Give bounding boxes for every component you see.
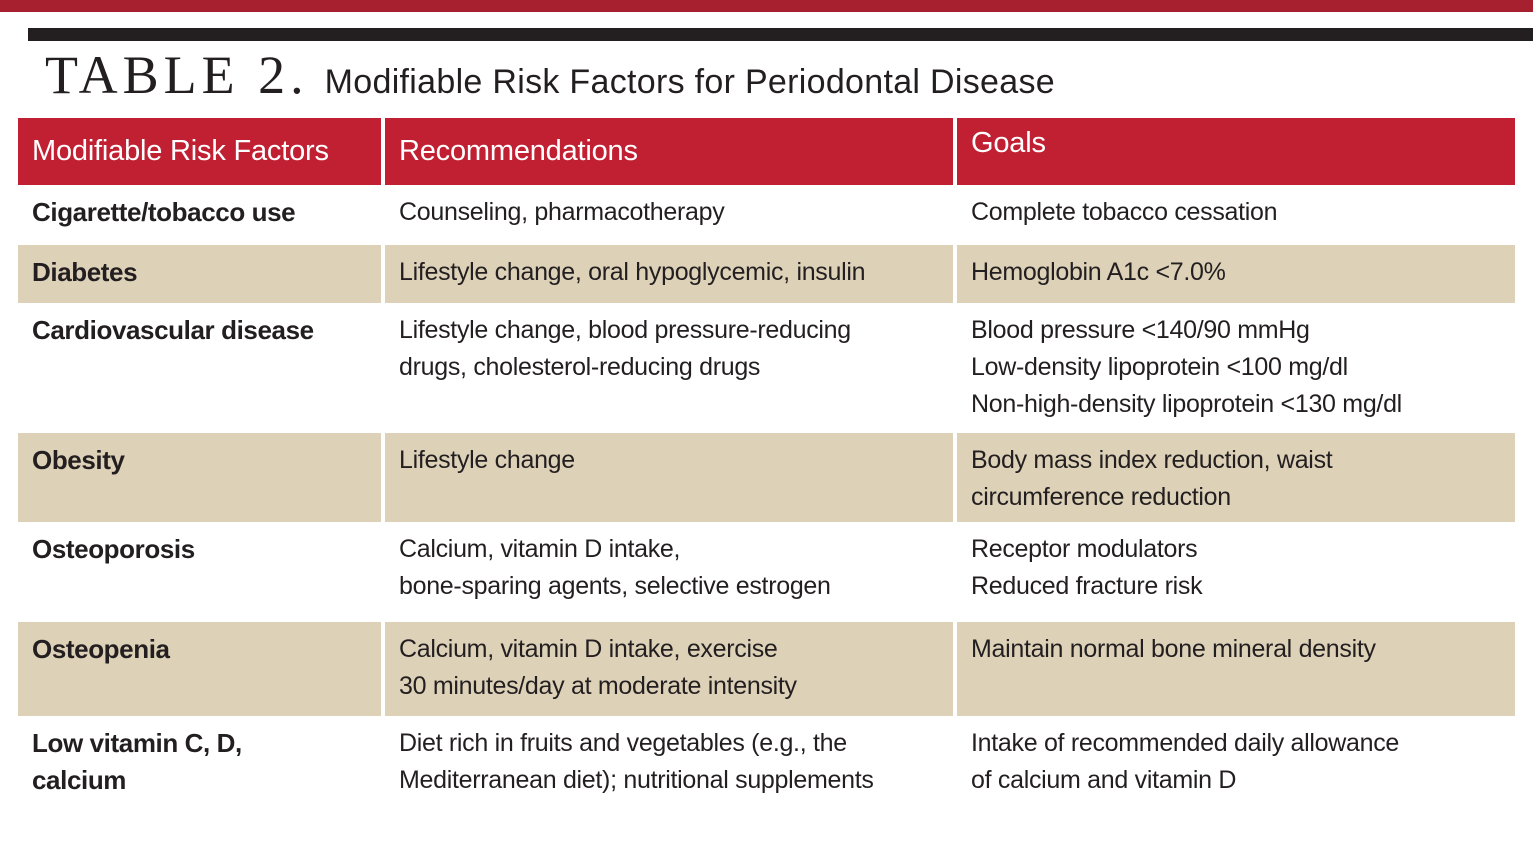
table-row-cardiovascular: Cardiovascular disease Lifestyle change,…	[18, 303, 1515, 433]
top-accent-bar	[0, 0, 1533, 12]
cell-factor: Cardiovascular disease	[32, 315, 314, 345]
cell-recommendation: Lifestyle change, blood pressure-reducin…	[399, 316, 851, 381]
table-row-osteoporosis: Osteoporosis Calcium, vitamin D intake, …	[18, 522, 1515, 622]
cell-goal: Maintain normal bone mineral density	[957, 622, 1515, 716]
cell-recommendation: Lifestyle change	[385, 433, 953, 522]
cell-goal: Hemoglobin A1c <7.0%	[957, 245, 1515, 303]
cell-factor: Low vitamin C, D, calcium	[32, 728, 242, 795]
cell-goal: Body mass index reduction, waist circumf…	[957, 433, 1515, 522]
cell-factor: Osteoporosis	[32, 534, 195, 564]
cell-goal: Receptor modulators Reduced fracture ris…	[971, 535, 1203, 600]
cell-recommendation: Calcium, vitamin D intake, bone-sparing …	[399, 535, 831, 600]
cell-goal: Intake of recommended daily allowance of…	[971, 729, 1400, 794]
column-header-risk-factors: Modifiable Risk Factors	[18, 118, 381, 185]
table-row-cigarette: Cigarette/tobacco use Counseling, pharma…	[18, 185, 1515, 245]
table-row-obesity: Obesity Lifestyle change Body mass index…	[18, 433, 1515, 522]
top-rule	[28, 28, 1533, 41]
table-header-row: Modifiable Risk Factors Recommendations …	[18, 118, 1515, 185]
column-header-recommendations: Recommendations	[385, 118, 953, 185]
cell-factor: Cigarette/tobacco use	[32, 197, 296, 227]
table-title: TABLE 2. Modifiable Risk Factors for Per…	[45, 46, 1055, 104]
cell-goal: Complete tobacco cessation	[971, 198, 1278, 226]
cell-recommendation: Lifestyle change, oral hypoglycemic, ins…	[385, 245, 953, 303]
table-row-diabetes: Diabetes Lifestyle change, oral hypoglyc…	[18, 245, 1515, 303]
cell-recommendation: Diet rich in fruits and vegetables (e.g.…	[399, 729, 874, 794]
column-header-goals: Goals	[957, 118, 1515, 185]
cell-factor: Obesity	[18, 433, 381, 522]
cell-factor: Osteopenia	[18, 622, 381, 716]
table-row-low-vitamin: Low vitamin C, D, calcium Diet rich in f…	[18, 716, 1515, 800]
cell-recommendation: Calcium, vitamin D intake, exercise 30 m…	[385, 622, 953, 716]
table-kicker: TABLE 2.	[45, 45, 309, 105]
risk-factors-table: Modifiable Risk Factors Recommendations …	[18, 118, 1515, 800]
cell-factor: Diabetes	[18, 245, 381, 303]
cell-recommendation: Counseling, pharmacotherapy	[399, 198, 725, 226]
cell-goal: Blood pressure <140/90 mmHg Low-density …	[971, 316, 1402, 418]
table-row-osteopenia: Osteopenia Calcium, vitamin D intake, ex…	[18, 622, 1515, 716]
table-title-text: Modifiable Risk Factors for Periodontal …	[324, 63, 1055, 101]
